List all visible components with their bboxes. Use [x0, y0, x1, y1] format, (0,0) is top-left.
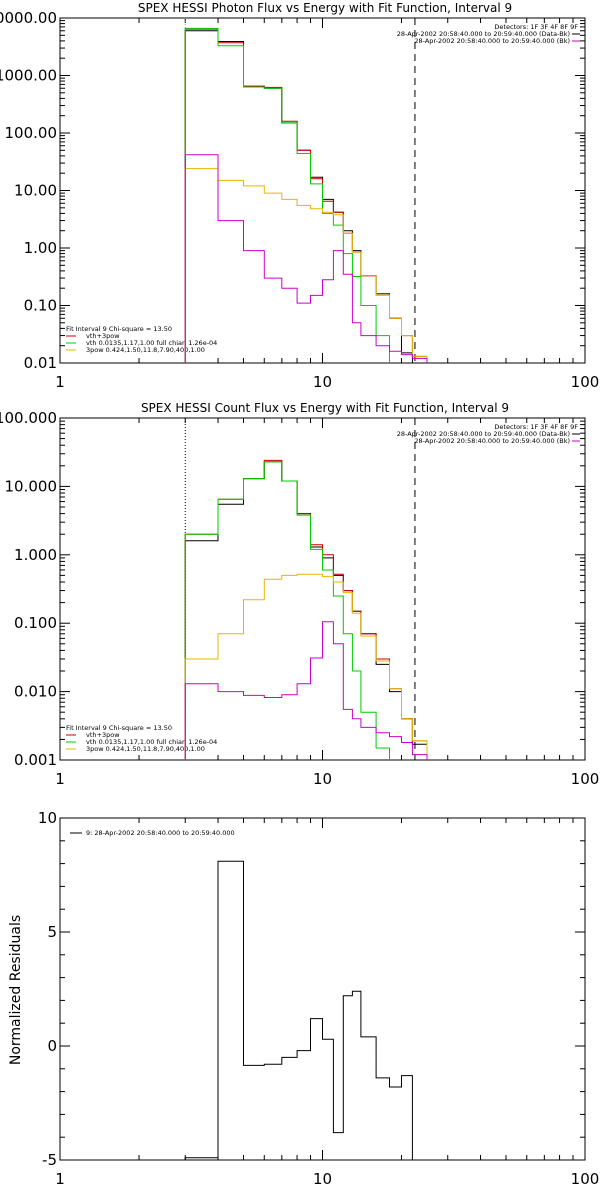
- residuals-panel: Normalized Residuals 9: 28-Apr-2002 20:5…: [8, 809, 599, 1188]
- residuals-ylabel: Normalized Residuals: [8, 915, 24, 1065]
- series-data-bk: [184, 30, 428, 363]
- photon-legend-total: vth+3pow: [86, 332, 120, 340]
- photon-legend-detectors: Detectors: 1F 3F 4F 8F 9F: [494, 23, 578, 31]
- x-tick-label: 10: [313, 770, 332, 788]
- y-tick-label: 10.000: [5, 477, 58, 495]
- photon-flux-title: SPEX HESSI Photon Flux vs Energy with Fi…: [138, 1, 512, 15]
- y-tick-label: 5: [47, 923, 57, 941]
- photon-legend-3pow: 3pow 0.424,1.50,11.8,7.90,400,1.00: [86, 346, 205, 354]
- series-9-28-apr-2002-20-58-40-000-to-20-59-40-000: [184, 860, 428, 1160]
- x-tick-label: 10: [313, 1170, 332, 1188]
- series-vth-3pow: [184, 28, 428, 363]
- y-tick-label: 1000.00: [0, 67, 57, 85]
- y-tick-label: 0.010: [14, 683, 57, 701]
- y-tick-label: 10: [38, 809, 57, 827]
- x-tick-label: 100: [571, 373, 600, 391]
- y-tick-label: 1.000: [14, 546, 57, 564]
- series-vth: [184, 27, 428, 363]
- x-tick-label: 1: [55, 770, 65, 788]
- count-legend-vth: vth 0.0135,1.17,1.00 full chian 1.26e-04: [86, 738, 217, 746]
- series-vth: [184, 461, 428, 760]
- series-data-bk: [184, 461, 428, 760]
- y-tick-label: 100.00: [5, 124, 58, 142]
- y-tick-label: 0.100: [14, 614, 57, 632]
- y-tick-label: 1.00: [24, 239, 57, 257]
- y-tick-label: 0: [47, 1037, 57, 1055]
- y-tick-label: 0.001: [14, 751, 57, 769]
- series-vth-3pow: [184, 459, 428, 760]
- y-tick-label: -5: [42, 1151, 57, 1169]
- x-tick-label: 1: [55, 1170, 65, 1188]
- photon-flux-panel: SPEX HESSI Photon Flux vs Energy with Fi…: [0, 1, 599, 391]
- x-tick-label: 1: [55, 373, 65, 391]
- series-group: [184, 27, 428, 363]
- series-3pow: [184, 573, 428, 760]
- photon-fit-info: Fit Interval 9 Chi-square = 13.50: [66, 325, 172, 333]
- count-fit-info: Fit Interval 9 Chi-square = 13.50: [66, 724, 172, 732]
- residuals-plot-frame: [59, 817, 586, 1161]
- y-tick-label: 0.10: [24, 297, 57, 315]
- y-tick-label: 10.00: [14, 182, 57, 200]
- series-group: [184, 860, 428, 1160]
- y-tick-label: 100.000: [0, 409, 57, 427]
- photon-legend-vth: vth 0.0135,1.17,1.00 full chian 1.26e-04: [86, 339, 217, 347]
- count-flux-title: SPEX HESSI Count Flux vs Energy with Fit…: [141, 401, 509, 415]
- series-3pow: [184, 168, 428, 363]
- count-legend-total: vth+3pow: [86, 731, 120, 739]
- photon-legend-bk: 28-Apr-2002 20:58:40.000 to 20:59:40.000…: [414, 37, 570, 45]
- photon-legend-data-bk: 28-Apr-2002 20:58:40.000 to 20:59:40.000…: [397, 30, 570, 38]
- series-bk: [184, 621, 428, 760]
- count-legend-detectors: Detectors: 1F 3F 4F 8F 9F: [494, 423, 578, 431]
- y-tick-label: 0.01: [24, 354, 57, 372]
- count-flux-panel: SPEX HESSI Count Flux vs Energy with Fit…: [0, 401, 599, 788]
- series-group: [184, 459, 428, 760]
- count-legend-3pow: 3pow 0.424,1.50,11.8,7.90,400,1.00: [86, 745, 205, 753]
- series-bk: [184, 154, 428, 363]
- residuals-legend-label: 9: 28-Apr-2002 20:58:40.000 to 20:59:40.…: [86, 829, 235, 837]
- x-tick-label: 10: [313, 373, 332, 391]
- count-legend-data-bk: 28-Apr-2002 20:58:40.000 to 20:59:40.000…: [397, 430, 570, 438]
- y-tick-label: 10000.00: [0, 9, 57, 27]
- x-tick-label: 100: [571, 1170, 600, 1188]
- count-flux-plot-frame: [59, 417, 586, 761]
- x-tick-label: 100: [571, 770, 600, 788]
- count-legend-bk: 28-Apr-2002 20:58:40.000 to 20:59:40.000…: [414, 437, 570, 445]
